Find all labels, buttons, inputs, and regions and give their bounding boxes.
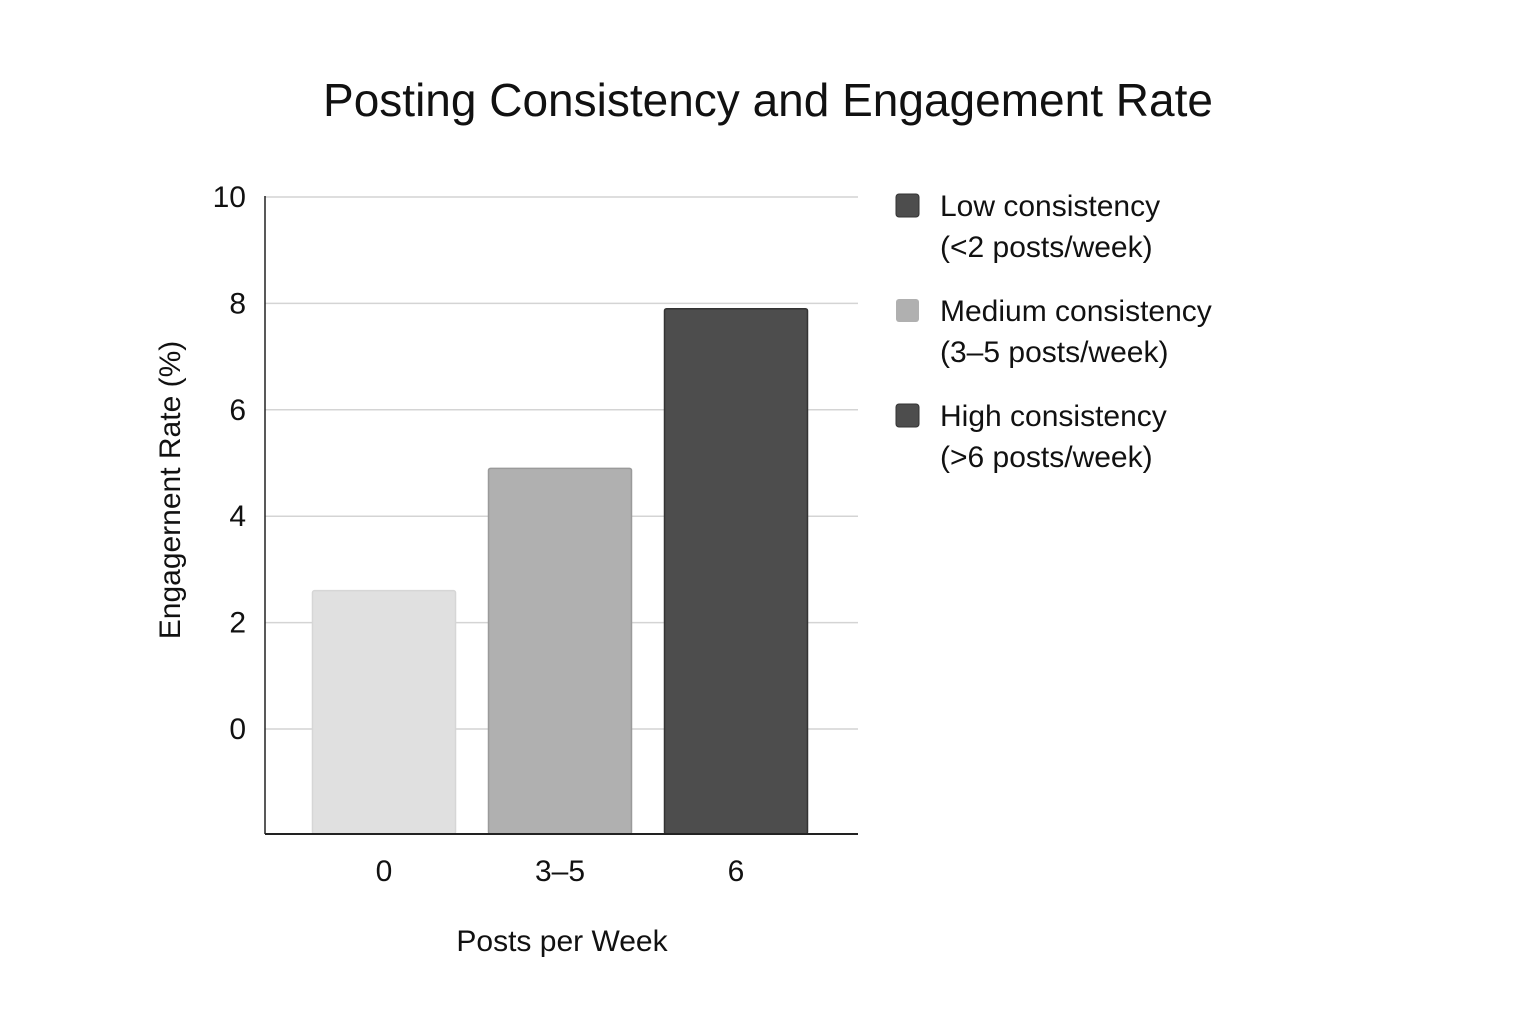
legend-swatch (896, 299, 919, 322)
y-tick-label: 10 (213, 181, 246, 214)
legend-label: High consistency (940, 400, 1167, 433)
legend-swatch (895, 193, 920, 218)
legend-sublabel: (>6 posts/week) (940, 441, 1153, 474)
y-tick-label: 6 (229, 394, 246, 427)
legend-label: Low consistency (940, 190, 1160, 223)
y-tick-label: 8 (229, 287, 246, 320)
y-tick-label: 4 (229, 500, 246, 533)
legend: Low consistency (<2 posts/week) Medium con… (895, 190, 1212, 474)
bar-0 (311, 589, 457, 835)
x-axis-ticks: 0 3–5 6 (376, 855, 745, 888)
y-tick-label: 2 (229, 607, 246, 640)
y-tick-label: 0 (229, 713, 246, 746)
legend-swatch (895, 403, 920, 428)
y-axis-ticks: 10 8 6 4 2 0 (213, 181, 246, 746)
chart-title: Posting Consistency and Engagement Rate (323, 74, 1213, 126)
legend-sublabel: (3–5 posts/week) (940, 336, 1168, 369)
x-tick-label: 6 (728, 855, 745, 888)
x-tick-label: 3–5 (535, 855, 585, 888)
y-axis-title: Engagernent Rate (%) (154, 341, 187, 640)
bar-1 (487, 467, 633, 835)
bars (311, 307, 809, 835)
x-tick-label: 0 (376, 855, 393, 888)
legend-label: Medium consistency (940, 295, 1212, 328)
bar-2 (663, 307, 809, 835)
legend-sublabel: (<2 posts/week) (940, 231, 1153, 264)
x-axis-title: Posts per Week (456, 925, 668, 958)
